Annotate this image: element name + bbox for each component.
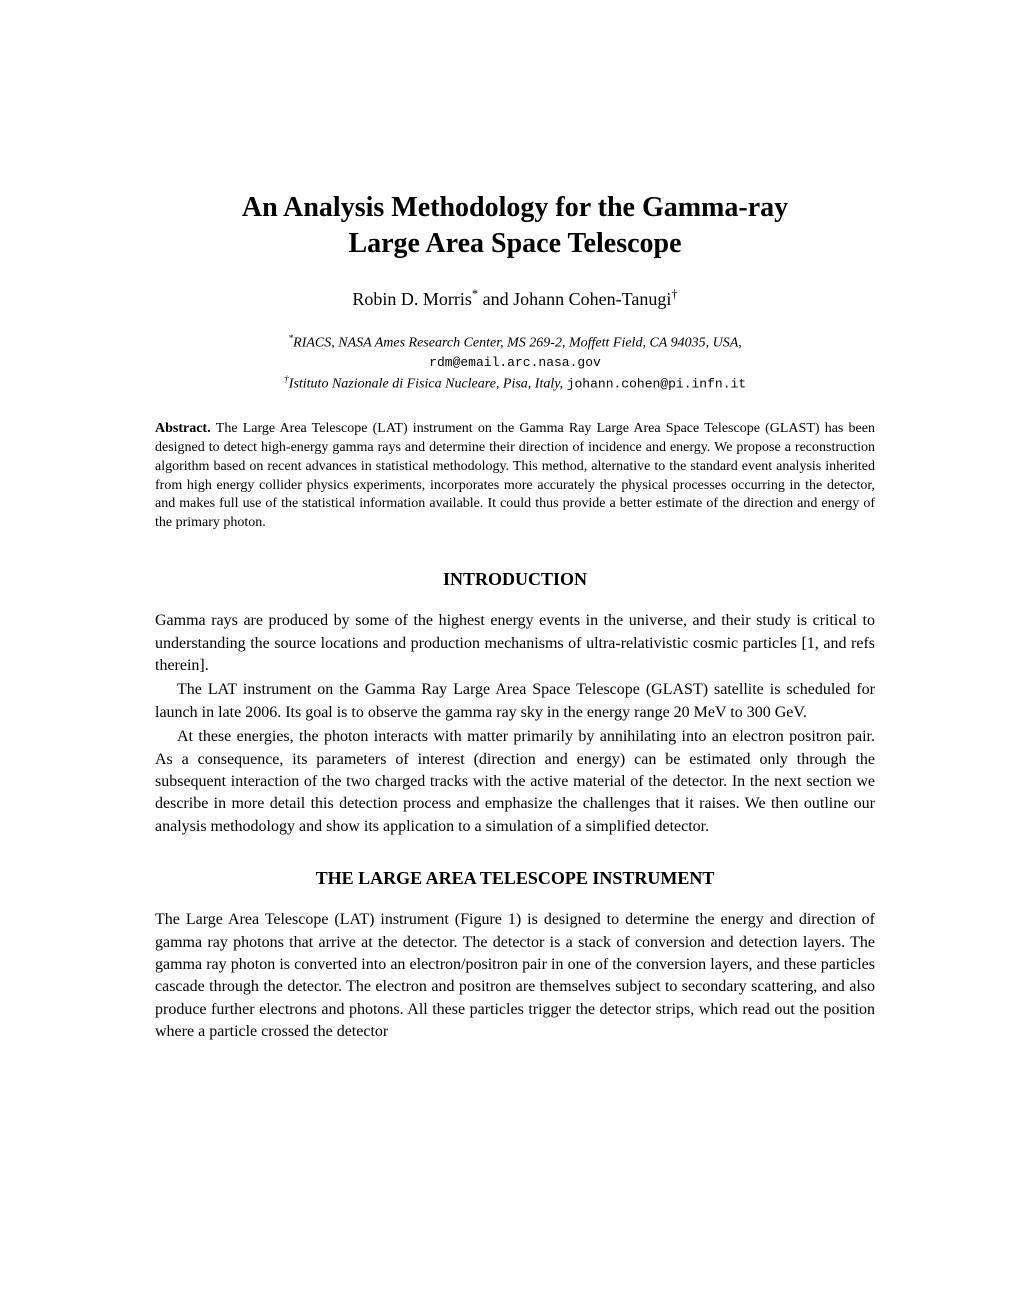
intro-paragraph-3: At these energies, the photon interacts … [155,726,875,838]
section-heading-instrument: THE LARGE AREA TELESCOPE INSTRUMENT [155,868,875,889]
abstract-text: The Large Area Telescope (LAT) instrumen… [155,421,875,530]
affil-2-text: Istituto Nazionale di Fisica Nucleare, P… [289,376,567,391]
section-heading-introduction: INTRODUCTION [155,569,875,590]
introduction-body: Gamma rays are produced by some of the h… [155,610,875,838]
author-sep: and [478,289,513,309]
paper-title: An Analysis Methodology for the Gamma-ra… [155,190,875,263]
intro-paragraph-2: The LAT instrument on the Gamma Ray Larg… [155,679,875,724]
authors: Robin D. Morris* and Johann Cohen-Tanugi… [155,287,875,310]
author-1: Robin D. Morris [352,289,472,309]
abstract-label: Abstract. [155,421,216,436]
intro-paragraph-1: Gamma rays are produced by some of the h… [155,610,875,677]
affiliations: *RIACS, NASA Ames Research Center, MS 26… [155,332,875,394]
author-2: Johann Cohen-Tanugi [513,289,671,309]
affil-1-text: RIACS, NASA Ames Research Center, MS 269… [293,335,742,350]
instrument-body: The Large Area Telescope (LAT) instrumen… [155,909,875,1043]
affil-1-email: rdm@email.arc.nasa.gov [429,355,601,370]
title-line-1: An Analysis Methodology for the Gamma-ra… [242,192,788,223]
paper-page: An Analysis Methodology for the Gamma-ra… [0,0,1020,1125]
abstract: Abstract. The Large Area Telescope (LAT)… [155,420,875,533]
author-2-sup: † [671,287,677,301]
title-line-2: Large Area Space Telescope [348,228,681,259]
affil-2-email: johann.cohen@pi.infn.it [567,376,746,391]
instrument-paragraph-1: The Large Area Telescope (LAT) instrumen… [155,909,875,1043]
